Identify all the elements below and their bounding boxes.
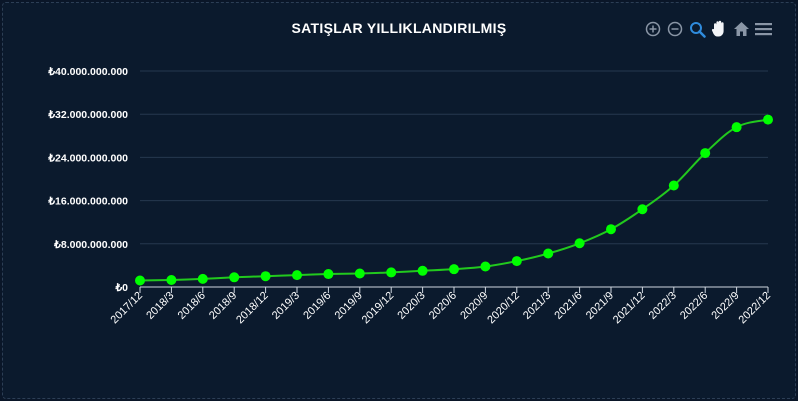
zoom-in-icon[interactable] bbox=[644, 19, 662, 39]
data-point[interactable] bbox=[668, 180, 679, 191]
data-point[interactable] bbox=[606, 224, 616, 235]
data-point[interactable] bbox=[511, 256, 522, 267]
data-point[interactable] bbox=[354, 268, 365, 279]
data-point[interactable] bbox=[229, 272, 240, 283]
x-tick-label: 2019/12 bbox=[360, 290, 397, 327]
chart-toolbar bbox=[644, 19, 772, 39]
series-line-group bbox=[139, 118, 769, 282]
data-point[interactable] bbox=[292, 270, 302, 281]
x-tick-label: 2021/6 bbox=[552, 290, 584, 322]
x-tick-label: 2020/6 bbox=[427, 290, 459, 322]
x-tick-label: 2018/6 bbox=[176, 290, 208, 322]
pan-hand-icon[interactable] bbox=[710, 19, 728, 39]
data-point[interactable] bbox=[763, 114, 773, 125]
data-point[interactable] bbox=[637, 204, 648, 215]
data-point[interactable] bbox=[386, 267, 397, 278]
data-point[interactable] bbox=[449, 264, 459, 275]
data-point[interactable] bbox=[323, 269, 334, 280]
y-axis-labels: ₺0 ₺8.000.000.000 ₺16.000.000.000 ₺24.000.0… bbox=[47, 66, 128, 294]
y-tick-label: ₺16.000.000.000 bbox=[47, 196, 128, 208]
x-tick-label: 2021/3 bbox=[521, 290, 553, 322]
data-point[interactable] bbox=[543, 248, 554, 259]
grid-lines bbox=[140, 70, 768, 245]
chart-title: SATIŞLAR YILLIKLANDIRILMIŞ bbox=[291, 20, 507, 36]
y-tick-label: ₺0 bbox=[114, 282, 128, 294]
x-tick-label: 2018/3 bbox=[144, 290, 176, 322]
selection-zoom-icon[interactable] bbox=[688, 19, 706, 39]
data-point[interactable] bbox=[480, 261, 491, 272]
x-tick-label: 2022/6 bbox=[678, 290, 710, 322]
y-tick-label: ₺8.000.000.000 bbox=[53, 239, 128, 251]
data-point[interactable] bbox=[700, 148, 711, 159]
data-point[interactable] bbox=[731, 122, 742, 133]
x-tick-label: 2022/12 bbox=[737, 290, 774, 327]
data-point[interactable] bbox=[260, 271, 271, 282]
y-tick-label: ₺32.000.000.000 bbox=[47, 109, 128, 121]
y-tick-label: ₺40.000.000.000 bbox=[47, 66, 128, 78]
data-point[interactable] bbox=[574, 238, 585, 249]
data-point[interactable] bbox=[135, 275, 145, 286]
x-tick-label: 2018/12 bbox=[234, 290, 271, 327]
y-tick-label: ₺24.000.000.000 bbox=[47, 152, 128, 164]
x-tick-label: 2019/6 bbox=[301, 290, 333, 322]
series-markers bbox=[135, 114, 773, 286]
x-tick-label: 2020/3 bbox=[395, 290, 427, 322]
menu-icon[interactable] bbox=[754, 19, 772, 39]
data-point[interactable] bbox=[197, 273, 208, 284]
reset-home-icon[interactable] bbox=[732, 19, 750, 39]
x-tick-label: 2022/3 bbox=[647, 290, 679, 322]
x-tick-label: 2017/12 bbox=[109, 290, 146, 327]
x-tick-label: 2020/12 bbox=[485, 290, 522, 327]
series-line bbox=[139, 118, 769, 282]
x-tick-label: 2019/3 bbox=[270, 290, 302, 322]
zoom-out-icon[interactable] bbox=[666, 19, 684, 39]
data-point[interactable] bbox=[417, 265, 428, 276]
x-tick-label: 2021/12 bbox=[611, 290, 648, 327]
data-point[interactable] bbox=[166, 274, 177, 285]
